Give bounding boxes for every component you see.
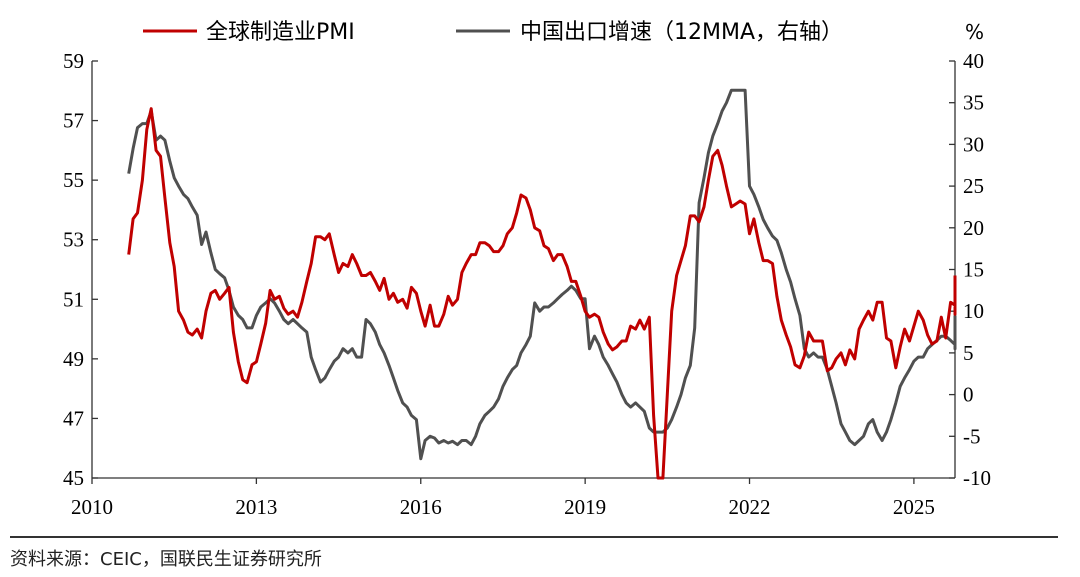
left-axis-ticks: 45 47 49 51 53 55 57 59: [63, 49, 98, 490]
left-tick-label: 49: [63, 347, 84, 371]
right-tick-label: 15: [963, 258, 984, 282]
left-tick-label: 55: [63, 168, 84, 192]
left-tick-label: 53: [63, 228, 84, 252]
right-tick-label: 20: [963, 216, 984, 240]
source-divider: [10, 536, 1058, 538]
x-tick-label: 2022: [729, 495, 771, 519]
right-tick-label: 40: [963, 49, 984, 73]
x-tick-label: 2025: [893, 495, 935, 519]
right-tick-label: 35: [963, 91, 984, 115]
legend-label-pmi: 全球制造业PMI: [206, 20, 355, 45]
legend-label-export: 中国出口增速（12MMA，右轴）: [520, 20, 843, 45]
legend: 全球制造业PMI 中国出口增速（12MMA，右轴） %: [143, 20, 984, 45]
right-tick-label: 0: [963, 383, 974, 407]
series-line-export-growth: [127, 88, 957, 461]
right-tick-label: -10: [963, 466, 991, 490]
series-line-global-pmi: [127, 107, 957, 480]
source-note: 资料来源：CEIC，国联民生证券研究所: [10, 549, 322, 570]
right-tick-label: 30: [963, 132, 984, 156]
right-tick-label: 5: [963, 341, 974, 365]
right-tick-label: -5: [963, 424, 981, 448]
x-tick-label: 2013: [235, 495, 277, 519]
x-tick-label: 2016: [400, 495, 442, 519]
left-tick-label: 47: [63, 406, 84, 430]
left-tick-label: 59: [63, 49, 84, 73]
right-tick-label: 10: [963, 299, 984, 323]
right-axis-ticks: -10 -5 0 5 10 15 20 25 30 35 40: [949, 49, 991, 490]
right-tick-label: 25: [963, 174, 984, 198]
left-tick-label: 57: [63, 109, 84, 133]
left-tick-label: 45: [63, 466, 84, 490]
right-axis-unit: %: [965, 20, 984, 44]
left-tick-label: 51: [63, 287, 84, 311]
x-axis-ticks: 2010 2013 2016 2019 2022 2025: [71, 478, 935, 519]
x-tick-label: 2010: [71, 495, 113, 519]
x-tick-label: 2019: [564, 495, 606, 519]
